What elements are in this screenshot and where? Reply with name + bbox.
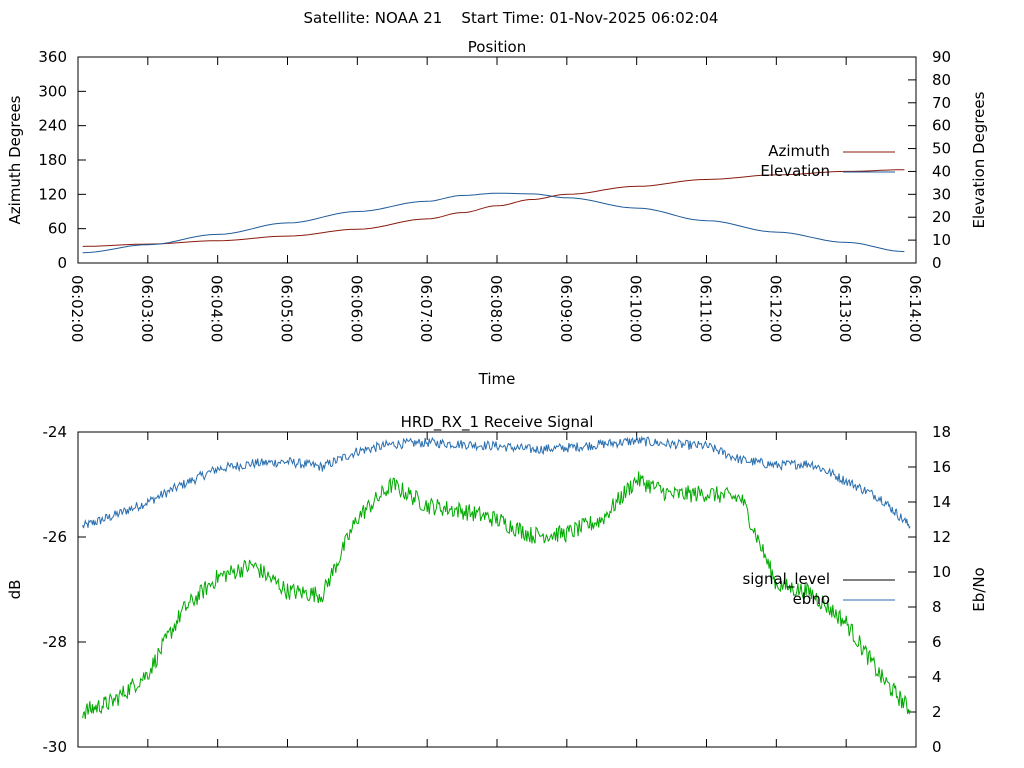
y2-tick-label: 60 xyxy=(932,117,951,135)
y-axis-label: Azimuth Degrees xyxy=(6,95,24,224)
y2-tick-label: 40 xyxy=(932,162,951,180)
y2-tick-label: 70 xyxy=(932,94,951,112)
x-axis-label: Time xyxy=(478,370,516,388)
y2-tick-label: 14 xyxy=(932,493,951,511)
y-axis-label: dB xyxy=(6,580,24,600)
y-tick-label: 180 xyxy=(38,151,67,169)
plot-frame-1 xyxy=(77,56,917,264)
chart-title: Position xyxy=(468,38,526,56)
y2-tick-label: 4 xyxy=(932,668,942,686)
y2-tick-label: 0 xyxy=(932,254,942,272)
x-tick-label: 06:08:00 xyxy=(487,275,505,342)
y2-tick-label: 12 xyxy=(932,528,951,546)
x-tick-label: 06:02:00 xyxy=(68,275,86,342)
y-tick-label: 300 xyxy=(38,82,67,100)
legend-label: Azimuth xyxy=(768,142,830,160)
y2-tick-label: 10 xyxy=(932,231,951,249)
y-tick-label: 0 xyxy=(57,254,67,272)
y-tick-label: 360 xyxy=(38,48,67,66)
y-tick-label: -24 xyxy=(43,423,68,441)
x-tick-label: 06:06:00 xyxy=(347,275,365,342)
y-tick-label: 240 xyxy=(38,117,67,135)
y2-tick-label: 50 xyxy=(932,140,951,158)
y2-tick-label: 2 xyxy=(932,703,942,721)
x-tick-label: 06:07:00 xyxy=(417,275,435,342)
legend-label: ebno xyxy=(793,590,830,608)
x-tick-label: 06:13:00 xyxy=(836,275,854,342)
y2-tick-label: 8 xyxy=(932,598,942,616)
y-tick-label: 60 xyxy=(48,220,67,238)
figure-title: Satellite: NOAA 21 Start Time: 01-Nov-20… xyxy=(304,9,719,27)
series-line-ebno-green xyxy=(82,471,911,720)
x-tick-label: 06:05:00 xyxy=(278,275,296,342)
legend-label: signal_level xyxy=(742,570,830,589)
y2-tick-label: 0 xyxy=(932,738,942,756)
series-line-Elevation xyxy=(82,192,905,254)
y2-tick-label: 80 xyxy=(932,71,951,89)
y2-tick-label: 10 xyxy=(932,563,951,581)
y-tick-label: -30 xyxy=(43,738,68,756)
x-tick-label: 06:14:00 xyxy=(906,275,924,342)
y-tick-label: -28 xyxy=(43,633,68,651)
series-line-Azimuth xyxy=(82,169,905,247)
x-tick-label: 06:11:00 xyxy=(697,275,715,342)
x-tick-label: 06:03:00 xyxy=(138,275,156,342)
y2-tick-label: 6 xyxy=(932,633,942,651)
legend-label: Elevation xyxy=(760,162,830,180)
y-tick-label: -26 xyxy=(43,528,68,546)
y2-tick-label: 20 xyxy=(932,208,951,226)
y2-tick-label: 90 xyxy=(932,48,951,66)
y2-tick-label: 18 xyxy=(932,423,951,441)
y2-axis-label: Elevation Degrees xyxy=(970,91,988,228)
y2-tick-label: 30 xyxy=(932,185,951,203)
series-line-ebno xyxy=(82,435,911,530)
x-tick-label: 06:04:00 xyxy=(208,275,226,342)
y2-tick-label: 16 xyxy=(932,458,951,476)
y-tick-label: 120 xyxy=(38,185,67,203)
y2-axis-label: Eb/No xyxy=(970,567,988,611)
x-tick-label: 06:10:00 xyxy=(627,275,645,342)
x-tick-label: 06:09:00 xyxy=(557,275,575,342)
x-tick-label: 06:12:00 xyxy=(766,275,784,342)
chart-title: HRD_RX_1 Receive Signal xyxy=(401,413,594,432)
